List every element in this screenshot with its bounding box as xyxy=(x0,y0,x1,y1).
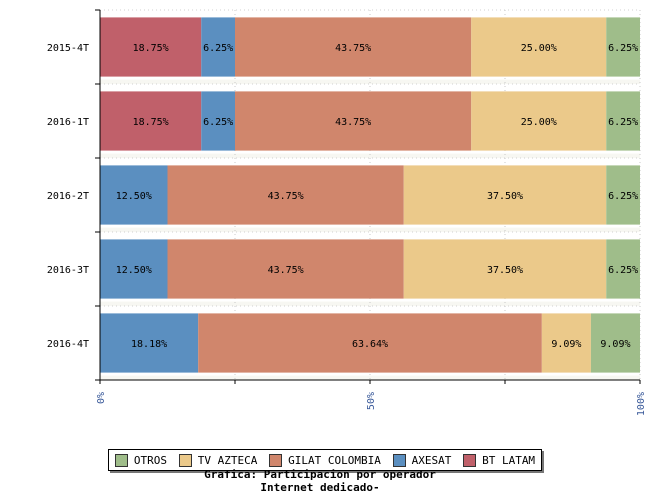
data-label: 18.18% xyxy=(131,339,167,350)
bar-segment-gilat-colombia xyxy=(235,17,472,77)
data-label: 18.75% xyxy=(133,43,169,54)
bar-segment-axesat xyxy=(100,313,199,373)
bar-segment-axesat xyxy=(100,239,168,299)
legend-label: BT LATAM xyxy=(482,453,536,467)
legend-label: AXESAT xyxy=(411,453,452,467)
data-label: 43.75% xyxy=(268,265,304,276)
data-label: 37.50% xyxy=(487,265,523,276)
bar-segment-axesat xyxy=(201,91,235,151)
legend-swatch xyxy=(114,453,128,467)
bar-segment-otros xyxy=(606,17,640,77)
data-label: 43.75% xyxy=(335,117,371,128)
bar-segment-gilat-colombia xyxy=(167,165,404,225)
category-label: 2016-1T xyxy=(47,117,89,128)
data-label: 6.25% xyxy=(608,43,638,54)
data-label: 12.50% xyxy=(116,265,152,276)
bar-segment-otros xyxy=(606,165,640,225)
legend-item-bt-latam: BT LATAM xyxy=(463,453,536,467)
data-label: 37.50% xyxy=(487,191,523,202)
data-label: 25.00% xyxy=(521,117,557,128)
legend-swatch xyxy=(392,453,406,467)
x-tick-label: 50% xyxy=(366,392,377,410)
data-label: 6.25% xyxy=(203,43,233,54)
data-label: 6.25% xyxy=(608,265,638,276)
legend-swatch xyxy=(463,453,477,467)
x-tick-label: 0% xyxy=(96,392,107,404)
bar-segment-gilat-colombia xyxy=(167,239,404,299)
category-label: 2016-4T xyxy=(47,339,89,350)
legend-label: TV AZTECA xyxy=(197,453,258,467)
bar-segment-tv-azteca xyxy=(541,313,591,373)
data-label: 18.75% xyxy=(133,117,169,128)
bar-segment-otros xyxy=(590,313,640,373)
bar-segment-bt-latam xyxy=(100,17,202,77)
chart-title-line-2: Internet dedicado- xyxy=(260,481,380,494)
chart-legend: OTROS TV AZTECA GILAT COLOMBIA AXESAT BT LAT… xyxy=(108,449,542,471)
legend-swatch xyxy=(178,453,192,467)
legend-swatch xyxy=(269,453,283,467)
bar-segment-otros xyxy=(606,239,640,299)
legend-label: GILAT COLOMBIA xyxy=(288,453,381,467)
bar-segment-tv-azteca xyxy=(471,91,607,151)
data-label: 63.64% xyxy=(352,339,388,350)
bar-segment-tv-azteca xyxy=(403,239,607,299)
bar-segment-gilat-colombia xyxy=(235,91,472,151)
data-label: 43.75% xyxy=(268,191,304,202)
category-label: 2016-2T xyxy=(47,191,89,202)
x-tick-label: 100% xyxy=(636,392,647,416)
bar-segment-axesat xyxy=(100,165,168,225)
data-label: 9.09% xyxy=(600,339,630,350)
bar-segment-axesat xyxy=(201,17,235,77)
data-label: 6.25% xyxy=(203,117,233,128)
bar-segment-otros xyxy=(606,91,640,151)
bar-segment-tv-azteca xyxy=(403,165,607,225)
legend-item-axesat: AXESAT xyxy=(392,453,452,467)
legend-label: OTROS xyxy=(133,453,167,467)
bar-segment-bt-latam xyxy=(100,91,202,151)
data-label: 25.00% xyxy=(521,43,557,54)
data-label: 12.50% xyxy=(116,191,152,202)
data-label: 6.25% xyxy=(608,191,638,202)
data-label: 9.09% xyxy=(551,339,581,350)
data-label: 43.75% xyxy=(335,43,371,54)
bar-segment-gilat-colombia xyxy=(198,313,542,373)
legend-item-otros: OTROS xyxy=(114,453,167,467)
category-label: 2016-3T xyxy=(47,265,89,276)
data-label: 6.25% xyxy=(608,117,638,128)
legend-item-tv-azteca: TV AZTECA xyxy=(178,453,258,467)
legend-item-gilat-colombia: GILAT COLOMBIA xyxy=(269,453,381,467)
bar-segment-tv-azteca xyxy=(471,17,607,77)
chart-title-line-1: Grafica: Participacion por operador xyxy=(204,468,436,481)
category-label: 2015-4T xyxy=(47,43,89,54)
